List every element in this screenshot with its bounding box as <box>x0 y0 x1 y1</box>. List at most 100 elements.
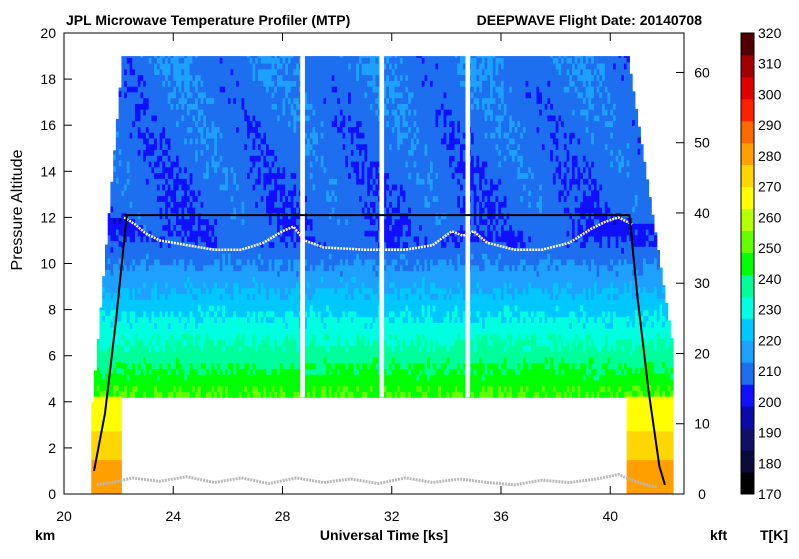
curtain-cell <box>271 218 275 225</box>
curtain-cell <box>307 276 311 283</box>
curtain-cell <box>318 149 322 156</box>
curtain-cell <box>320 305 324 312</box>
curtain-cell <box>268 195 273 202</box>
curtain-cell <box>236 281 240 289</box>
curtain-cell <box>282 143 286 150</box>
curtain-cell <box>263 109 267 116</box>
curtain-cell <box>126 345 131 352</box>
curtain-cell <box>236 143 240 150</box>
curtain-cell <box>241 281 245 289</box>
curtain-cell <box>165 230 169 237</box>
curtain-cell <box>208 293 213 300</box>
curtain-cell <box>293 345 297 352</box>
curtain-cell <box>167 235 172 243</box>
curtain-cell <box>252 160 256 168</box>
curtain-cell <box>206 120 210 127</box>
curtain-cell <box>217 230 221 237</box>
curtain-cell <box>173 333 177 341</box>
curtain-cell <box>288 379 292 387</box>
curtain-cell <box>249 253 253 260</box>
curtain-cell <box>165 143 169 150</box>
curtain-cell <box>296 155 300 162</box>
curtain-cell <box>277 362 281 369</box>
curtain-cell <box>320 160 324 168</box>
curtain-cell <box>206 356 210 364</box>
curtain-cell <box>118 413 122 420</box>
curtain-cell <box>195 201 199 208</box>
curtain-cell <box>173 351 177 358</box>
curtain-cell <box>143 305 147 312</box>
curtain-cell <box>252 149 256 156</box>
curtain-cell <box>227 356 232 364</box>
curtain-cell <box>105 286 109 293</box>
curtain-cell <box>282 258 286 266</box>
curtain-cell <box>227 276 232 283</box>
curtain-cell <box>293 149 297 156</box>
curtain-cell <box>135 114 139 122</box>
curtain-cell <box>318 345 322 352</box>
curtain-cell <box>266 270 270 277</box>
curtain-cell <box>312 201 316 208</box>
curtain-cell <box>320 91 324 99</box>
curtain-cell <box>255 207 259 214</box>
curtain-cell <box>247 126 251 133</box>
curtain-cell <box>159 86 163 93</box>
curtain-cell <box>320 316 324 323</box>
curtain-cell <box>288 339 292 346</box>
curtain-cell <box>249 56 253 58</box>
curtain-cell <box>315 247 319 254</box>
curtain-cell <box>279 178 284 185</box>
curtain-cell <box>121 132 125 139</box>
curtain-cell <box>135 299 139 306</box>
curtain-cell <box>156 86 161 93</box>
curtain-cell <box>186 56 191 58</box>
curtain-cell <box>203 86 207 93</box>
curtain-cell <box>293 385 297 393</box>
curtain-cell <box>94 453 98 461</box>
curtain-cell <box>285 258 289 266</box>
curtain-cell <box>252 310 256 318</box>
curtain-cell <box>107 476 111 484</box>
curtain-cell <box>320 356 324 364</box>
curtain-cell <box>176 195 180 202</box>
curtain-cell <box>200 195 204 202</box>
curtain-cell <box>124 253 128 260</box>
curtain-cell <box>178 374 182 381</box>
curtain-cell <box>156 258 161 266</box>
curtain-cell <box>307 114 311 122</box>
curtain-cell <box>230 276 234 283</box>
curtain-cell <box>118 401 122 409</box>
curtain-cell <box>318 218 322 225</box>
curtain-cell <box>217 368 221 375</box>
curtain-cell <box>225 270 229 277</box>
curtain-cell <box>195 258 199 266</box>
curtain-cell <box>135 184 139 191</box>
curtain-cell <box>115 234 120 242</box>
curtain-cell <box>121 328 125 335</box>
curtain-cell <box>151 391 155 398</box>
curtain-cell <box>173 264 177 272</box>
curtain-cell <box>320 207 324 214</box>
curtain-cell <box>263 253 267 260</box>
curtain-cell <box>140 391 144 398</box>
curtain-cell <box>132 195 136 202</box>
curtain-cell <box>159 391 163 398</box>
curtain-cell <box>208 207 213 214</box>
curtain-cell <box>312 230 316 237</box>
curtain-cell <box>170 305 174 312</box>
curtain-cell <box>225 91 229 99</box>
curtain-cell <box>189 253 193 260</box>
curtain-cell <box>307 132 311 139</box>
curtain-cell <box>323 155 327 162</box>
curtain-cell <box>107 321 111 328</box>
curtain-cell <box>162 195 166 202</box>
curtain-cell <box>176 68 180 76</box>
curtain-cell <box>296 114 300 122</box>
curtain-cell <box>219 172 223 179</box>
curtain-cell <box>260 97 264 104</box>
curtain-cell <box>99 482 103 489</box>
curtain-cell <box>241 103 245 110</box>
curtain-cell <box>148 299 152 306</box>
curtain-cell <box>266 362 270 369</box>
curtain-cell <box>225 235 229 243</box>
